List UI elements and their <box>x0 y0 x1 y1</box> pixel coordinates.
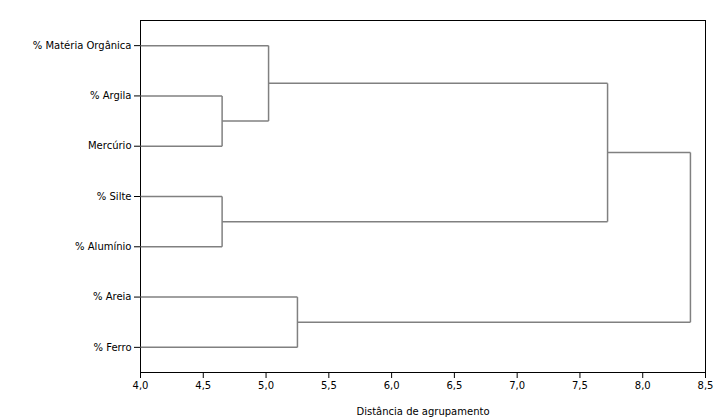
svg-text:Mercúrio: Mercúrio <box>88 140 132 151</box>
svg-text:% Ferro: % Ferro <box>94 342 132 353</box>
svg-text:4,0: 4,0 <box>133 380 149 391</box>
svg-text:% Alumínio: % Alumínio <box>75 241 131 252</box>
svg-text:% Matéria Orgânica: % Matéria Orgânica <box>33 40 132 51</box>
svg-text:5,0: 5,0 <box>258 380 274 391</box>
svg-text:% Silte: % Silte <box>97 191 132 202</box>
svg-text:% Areia: % Areia <box>93 291 131 302</box>
svg-text:8,0: 8,0 <box>635 380 651 391</box>
svg-text:7,5: 7,5 <box>572 380 588 391</box>
svg-text:7,0: 7,0 <box>509 380 525 391</box>
svg-text:8,5: 8,5 <box>698 380 714 391</box>
svg-text:4,5: 4,5 <box>195 380 211 391</box>
svg-text:% Argila: % Argila <box>90 90 132 101</box>
svg-text:Distância de agrupamento: Distância de agrupamento <box>356 406 489 417</box>
svg-text:6,0: 6,0 <box>384 380 400 391</box>
svg-text:6,5: 6,5 <box>446 380 462 391</box>
svg-text:5,5: 5,5 <box>321 380 337 391</box>
